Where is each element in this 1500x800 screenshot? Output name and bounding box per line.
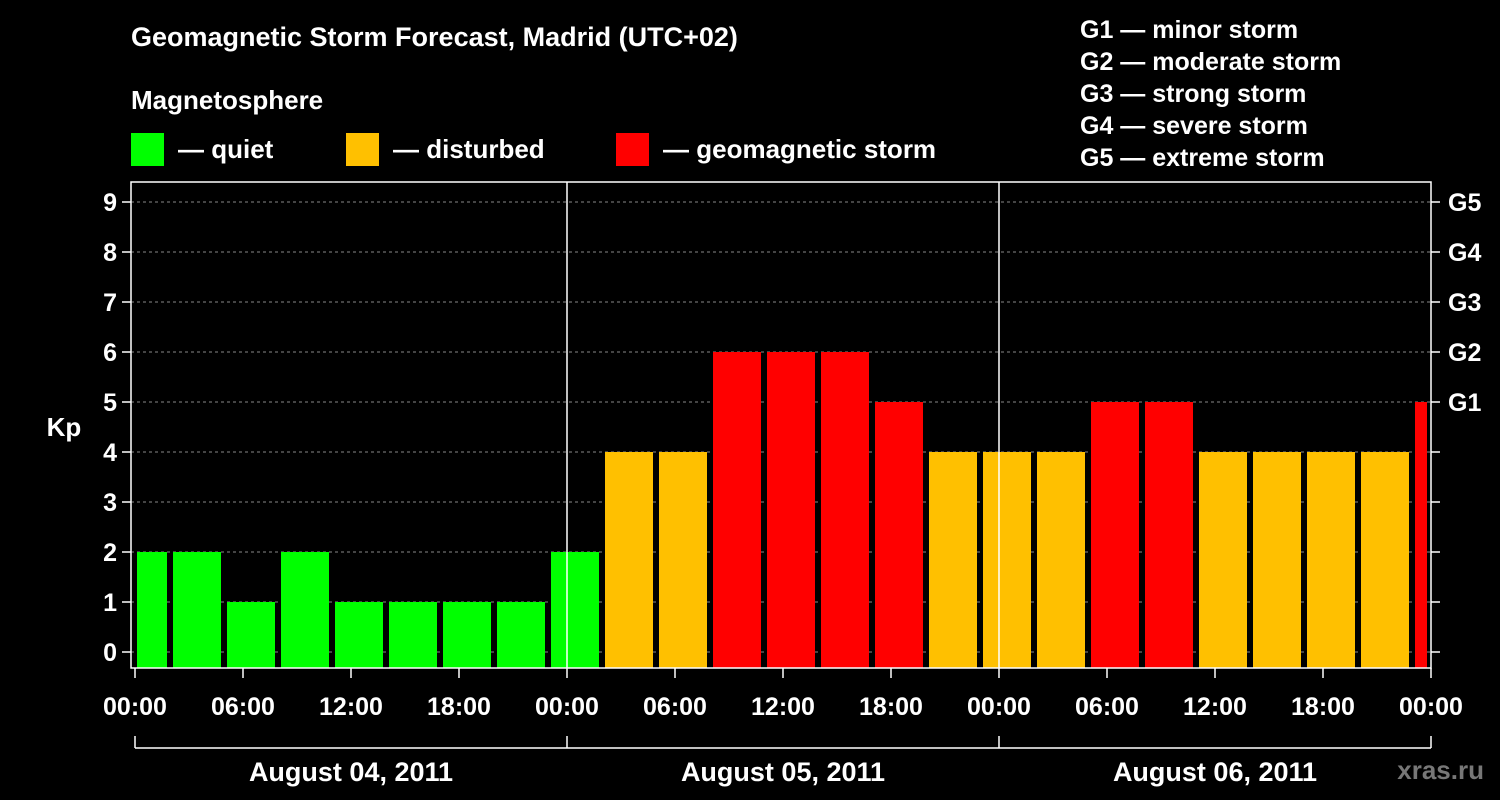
x-tick-label: 12:00	[319, 693, 383, 721]
y-tick-label: 5	[103, 389, 117, 417]
storm-level-g5: G5 — extreme storm	[1080, 144, 1325, 172]
x-tick-label: 00:00	[967, 693, 1031, 721]
kp-bar	[1145, 402, 1193, 668]
site-credit: xras.ru	[1397, 755, 1484, 785]
y-tick-label: 0	[103, 639, 117, 667]
x-tick-label: 18:00	[859, 693, 923, 721]
kp-bar	[1253, 452, 1301, 668]
x-tick-label: 06:00	[211, 693, 275, 721]
kp-bar	[443, 602, 491, 668]
kp-bar	[875, 402, 923, 668]
x-tick-label: 12:00	[751, 693, 815, 721]
kp-bar	[1307, 452, 1355, 668]
day-label: August 05, 2011	[681, 757, 885, 787]
legend-label-quiet: — quiet	[178, 134, 274, 164]
kp-bar	[1415, 402, 1427, 668]
x-tick-label: 12:00	[1183, 693, 1247, 721]
kp-bar	[173, 552, 221, 668]
y-tick-label: 8	[103, 239, 117, 267]
g-level-tick-label: G3	[1448, 289, 1481, 317]
x-tick-label: 18:00	[427, 693, 491, 721]
legend-label-disturbed: — disturbed	[393, 134, 545, 164]
y-tick-label: 1	[103, 589, 117, 617]
x-tick-label: 00:00	[1399, 693, 1463, 721]
kp-bar	[497, 602, 545, 668]
g-level-tick-label: G4	[1448, 239, 1481, 267]
legend-label-storm: — geomagnetic storm	[663, 134, 937, 164]
y-tick-label: 3	[103, 489, 117, 517]
kp-bar	[335, 602, 383, 668]
kp-bar	[659, 452, 707, 668]
y-tick-label: 9	[103, 189, 117, 217]
kp-bar	[767, 352, 815, 668]
kp-bar	[227, 602, 275, 668]
x-tick-label: 00:00	[535, 693, 599, 721]
storm-level-list: G1 — minor storm G2 — moderate storm G3 …	[1080, 14, 1341, 174]
x-tick-label: 18:00	[1291, 693, 1355, 721]
y-tick-label: 7	[103, 289, 117, 317]
legend-swatch-disturbed	[346, 133, 379, 166]
y-axis-label: Kp	[47, 412, 82, 442]
storm-level-g3: G3 — strong storm	[1080, 80, 1307, 108]
legend-swatch-storm	[616, 133, 649, 166]
day-label: August 04, 2011	[249, 757, 453, 787]
g-level-tick-label: G2	[1448, 339, 1481, 367]
kp-bar	[983, 452, 1031, 668]
legend-heading: Magnetosphere	[131, 85, 324, 115]
kp-bar	[1091, 402, 1139, 668]
kp-bar	[1199, 452, 1247, 668]
storm-level-g2: G2 — moderate storm	[1080, 48, 1342, 76]
kp-bar	[605, 452, 653, 668]
g-level-tick-label: G1	[1448, 389, 1481, 417]
kp-bar	[281, 552, 329, 668]
y-tick-label: 2	[103, 539, 117, 567]
kp-bar	[137, 552, 167, 668]
x-tick-label: 00:00	[103, 693, 167, 721]
kp-bar	[1037, 452, 1085, 668]
x-tick-label: 06:00	[643, 693, 707, 721]
storm-level-g4: G4 — severe storm	[1080, 112, 1308, 140]
y-tick-label: 4	[103, 439, 117, 467]
storm-level-g1: G1 — minor storm	[1080, 16, 1299, 44]
kp-bar	[929, 452, 977, 668]
kp-bar	[713, 352, 761, 668]
day-label: August 06, 2011	[1113, 757, 1317, 787]
x-tick-label: 06:00	[1075, 693, 1139, 721]
plot-frame	[130, 181, 1432, 669]
kp-bar	[389, 602, 437, 668]
y-tick-label: 6	[103, 339, 117, 367]
chart-title: Geomagnetic Storm Forecast, Madrid (UTC+…	[131, 22, 738, 52]
kp-bar	[551, 552, 599, 668]
kp-bar	[821, 352, 869, 668]
kp-bar	[1361, 452, 1409, 668]
g-level-tick-label: G5	[1448, 189, 1481, 217]
legend-swatch-quiet	[131, 133, 164, 166]
